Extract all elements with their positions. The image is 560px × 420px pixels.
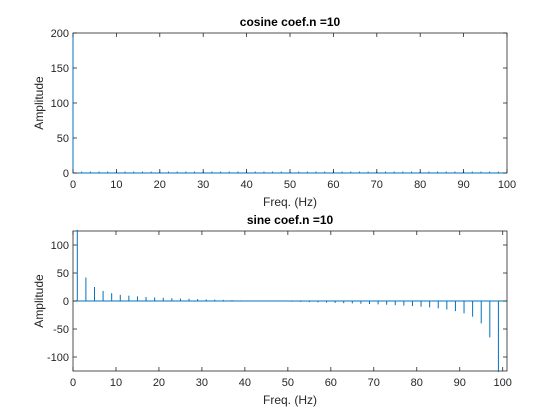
cosine-xtick-label: 50 [284,179,296,191]
sine-ytick-label: -50 [53,324,69,336]
cosine-xtick-label: 30 [197,179,209,191]
cosine-xtick-label: 100 [498,179,516,191]
sine-xtick-label: 80 [411,377,423,389]
cosine-ytick-label: 100 [51,98,69,110]
sine-ylabel: Amplitude [32,274,46,328]
cosine-subplot: 0 10 20 30 40 50 60 70 80 90 100 0 50 100 150 200 cosin… [32,15,516,209]
sine-xtick-label: 100 [494,377,512,389]
cosine-xtick-label: 80 [414,179,426,191]
cosine-ytick-label: 200 [51,28,69,40]
cosine-ylabel: Amplitude [32,76,46,130]
sine-xtick-label: 90 [454,377,466,389]
cosine-xtick-label: 90 [457,179,469,191]
sine-xtick-label: 30 [196,377,208,389]
sine-ytick-label: 0 [63,296,69,308]
cosine-xtick-label: 10 [110,179,122,191]
sine-xtick-label: 70 [368,377,380,389]
cosine-xtick-label: 0 [70,179,76,191]
sine-xtick-label: 10 [110,377,122,389]
cosine-xtick-label: 70 [371,179,383,191]
sine-title: sine coef.n =10 [247,213,334,227]
sine-ytick-label: -100 [47,352,69,364]
sine-ticks: 0 10 20 30 40 50 60 70 80 90 100 -100 -50 0 50 100 [47,231,512,389]
sine-subplot: 0 10 20 30 40 50 60 70 80 90 100 -100 -50 0 50 100 sine… [32,213,512,407]
cosine-ticks: 0 10 20 30 40 50 60 70 80 90 100 0 50 100 150 200 [51,28,517,191]
sine-ytick-label: 100 [51,240,69,252]
cosine-title: cosine coef.n =10 [240,15,341,29]
cosine-axes-box [72,32,508,174]
cosine-ytick-label: 150 [51,63,69,75]
sine-xtick-label: 40 [239,377,251,389]
cosine-xtick-label: 60 [327,179,339,191]
sine-xtick-label: 20 [153,377,165,389]
cosine-xtick-label: 20 [154,179,166,191]
cosine-ytick-label: 0 [63,168,69,180]
cosine-xlabel: Freq. (Hz) [263,195,317,209]
sine-xtick-label: 0 [70,377,76,389]
sine-xlabel: Freq. (Hz) [263,393,317,407]
sine-stems [73,229,507,373]
sine-xtick-label: 60 [325,377,337,389]
cosine-ytick-label: 50 [57,133,69,145]
cosine-xtick-label: 40 [240,179,252,191]
sine-xtick-label: 50 [282,377,294,389]
sine-ytick-label: 50 [57,268,69,280]
